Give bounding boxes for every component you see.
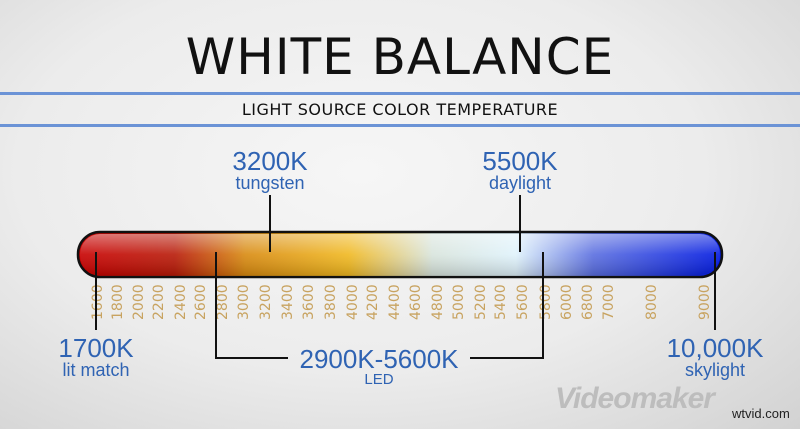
callout-daylight: 5500K daylight bbox=[450, 148, 590, 192]
tick-label: 6000 bbox=[559, 284, 575, 320]
match-label: lit match bbox=[62, 360, 130, 380]
divider-top bbox=[0, 92, 800, 95]
tick-label: 2000 bbox=[131, 284, 147, 320]
tick-label: 1600 bbox=[90, 284, 106, 320]
tick-label: 3000 bbox=[236, 284, 252, 320]
tick-label: 4800 bbox=[430, 284, 446, 320]
tick-label: 2200 bbox=[151, 284, 167, 320]
led-value: 2900K-5600K bbox=[299, 344, 459, 374]
tick-label: 5600 bbox=[515, 284, 531, 320]
led-label: LED bbox=[364, 371, 394, 388]
tick-label: 4000 bbox=[345, 284, 361, 320]
tick-label: 3400 bbox=[280, 284, 296, 320]
site-watermark: wtvid.com bbox=[732, 406, 790, 421]
tick-label: 9000 bbox=[697, 284, 713, 320]
tick-labels: 1600 1800 2000 2200 2400 2600 2800 3000 3200 3400… bbox=[90, 284, 713, 320]
tick-label: 4200 bbox=[365, 284, 381, 320]
tick-label: 3200 bbox=[258, 284, 274, 320]
tick-label: 7000 bbox=[601, 284, 617, 320]
callout-match: 1700K lit match bbox=[36, 335, 156, 379]
tick-label: 1800 bbox=[110, 284, 126, 320]
led-bracket-left bbox=[215, 252, 288, 359]
tick-label: 2400 bbox=[173, 284, 189, 320]
tick-label: 3600 bbox=[301, 284, 317, 320]
bar-gloss bbox=[80, 234, 720, 275]
tick-label: 2800 bbox=[215, 284, 231, 320]
page-title: WHITE BALANCE bbox=[185, 28, 615, 86]
callout-tungsten: 3200K tungsten bbox=[200, 148, 340, 192]
tick-label: 5800 bbox=[538, 284, 554, 320]
match-value: 1700K bbox=[58, 333, 134, 363]
tungsten-label: tungsten bbox=[235, 173, 305, 193]
tick-label: 3800 bbox=[323, 284, 339, 320]
skylight-label: skylight bbox=[684, 360, 746, 380]
tungsten-value: 3200K bbox=[232, 146, 308, 176]
callout-led: 2900K-5600K LED bbox=[288, 346, 470, 387]
skylight-value: 10,000K bbox=[666, 333, 764, 363]
tick-label: 4400 bbox=[387, 284, 403, 320]
callout-skylight: 10,000K skylight bbox=[650, 335, 780, 379]
tick-label: 5200 bbox=[473, 284, 489, 320]
divider-bottom bbox=[0, 124, 800, 127]
tick-label: 2600 bbox=[193, 284, 209, 320]
tick-label: 8000 bbox=[644, 284, 660, 320]
led-bracket-right bbox=[470, 252, 544, 359]
tick-label: 4600 bbox=[408, 284, 424, 320]
daylight-value: 5500K bbox=[482, 146, 558, 176]
daylight-label: daylight bbox=[488, 173, 552, 193]
subtitle: LIGHT SOURCE COLOR TEMPERATURE bbox=[241, 100, 559, 119]
tick-label: 5400 bbox=[493, 284, 509, 320]
tick-label: 6800 bbox=[580, 284, 596, 320]
videomaker-logo: Videomaker bbox=[555, 382, 715, 415]
tick-label: 5000 bbox=[451, 284, 467, 320]
